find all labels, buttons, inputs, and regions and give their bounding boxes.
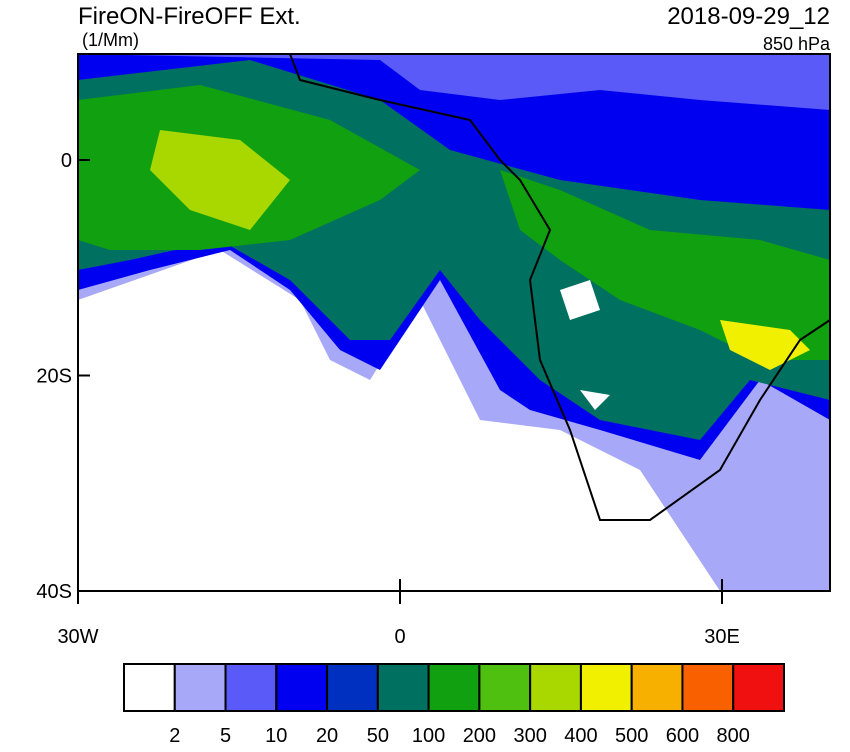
colorbar-box (529, 663, 582, 712)
colorbar-label: 2 (169, 725, 180, 747)
field (78, 54, 830, 591)
units: (1/Mm) (82, 30, 139, 50)
colorbar-box (427, 663, 481, 712)
colorbar-label: 200 (463, 725, 496, 747)
colorbar-box (123, 663, 176, 712)
colorbar-label: 800 (717, 725, 750, 747)
colorbar-box (579, 663, 633, 712)
colorbar-box (326, 663, 379, 712)
colorbar-box (173, 663, 227, 712)
colorbar-label: 400 (564, 725, 597, 747)
x-tick-label: 30W (57, 626, 98, 648)
plot-frame (77, 53, 831, 592)
colorbar-label: 100 (412, 725, 445, 747)
y-tick-label: 0 (61, 150, 72, 172)
colorbar-box (681, 663, 735, 712)
title: FireON-FireOFF Ext. (78, 3, 301, 30)
colorbar-label: 50 (367, 725, 389, 747)
y-tick-label: 20S (36, 366, 72, 388)
colorbar-box (630, 663, 684, 712)
colorbar-label: 5 (220, 725, 231, 747)
colorbar-box (732, 663, 786, 712)
colorbar-label: 500 (615, 725, 648, 747)
colorbar-box (478, 663, 532, 712)
colorbar-box (275, 663, 329, 712)
x-tick-label: 0 (394, 626, 405, 648)
time: 2018-09-29_12 (667, 3, 830, 30)
colorbar-label: 20 (316, 725, 338, 747)
colorbar-label: 600 (666, 725, 699, 747)
level: 850 hPa (763, 34, 831, 54)
y-tick-label: 40S (36, 581, 72, 603)
x-tick-label: 30E (704, 626, 740, 648)
colorbar-label: 10 (265, 725, 287, 747)
colorbar-box (376, 663, 430, 712)
colorbar-label: 300 (513, 725, 546, 747)
colorbar-box (224, 663, 278, 712)
